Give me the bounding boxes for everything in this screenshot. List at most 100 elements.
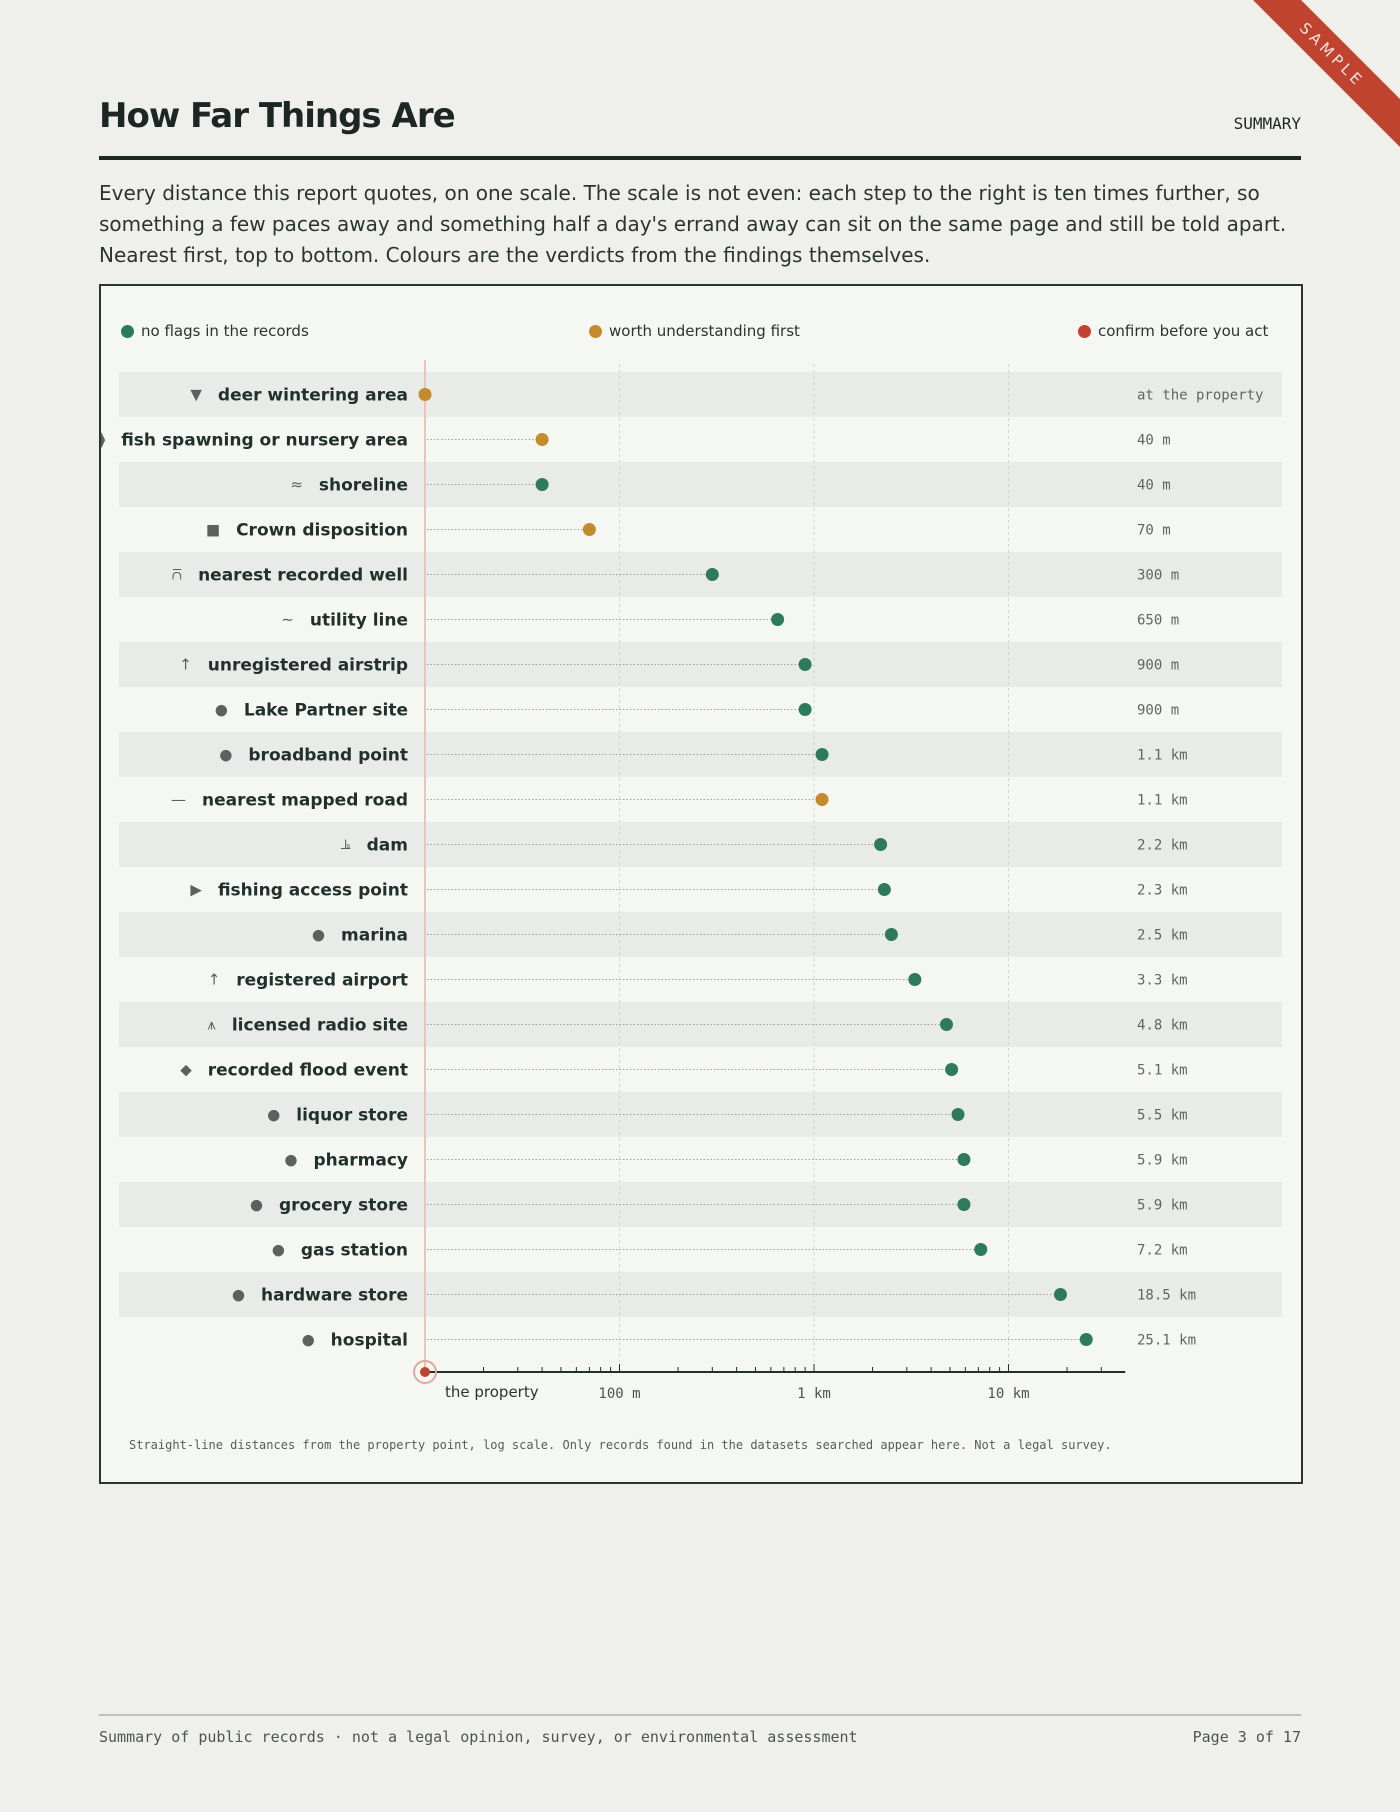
distance-point (957, 1153, 971, 1166)
row-label: nearest mapped road (202, 791, 408, 811)
row-label: marina (341, 926, 408, 946)
distance-label: at the property (1137, 388, 1263, 404)
x-tick-label: 10 km (987, 1386, 1029, 1402)
dam-icon: ⫡ (341, 836, 351, 854)
distance-label: 900 m (1137, 658, 1179, 674)
row-label: pharmacy (314, 1151, 408, 1171)
square-icon: ■ (206, 521, 220, 539)
legend-dot-green (121, 324, 134, 338)
page-number: Page 3 of 17 (1192, 1728, 1301, 1746)
distance-label: 7.2 km (1137, 1243, 1188, 1259)
distance-label: 25.1 km (1137, 1333, 1196, 1349)
distance-point (771, 613, 785, 626)
dot-icon: ● (267, 1106, 280, 1124)
row-label: fishing access point (218, 881, 408, 901)
intro-paragraph: Every distance this report quotes, on on… (99, 181, 1287, 267)
distance-point (951, 1108, 965, 1121)
distance-label: 5.9 km (1137, 1153, 1188, 1169)
distance-point (974, 1243, 988, 1256)
distance-point (418, 388, 432, 401)
distance-point (535, 478, 549, 491)
triangle-right-icon: ▶ (190, 881, 202, 899)
well-icon: ⩃ (172, 566, 183, 584)
distance-point (957, 1198, 971, 1211)
x-tick-label: 1 km (797, 1386, 831, 1402)
row-label: Crown disposition (236, 521, 408, 541)
distance-label: 1.1 km (1137, 748, 1188, 764)
distance-point (874, 838, 888, 851)
row-label: hospital (331, 1331, 408, 1351)
utility-line-icon: ∼ (281, 611, 294, 629)
water-icon: ≈ (290, 476, 303, 494)
row-label: shoreline (319, 476, 408, 496)
row-label: broadband point (248, 746, 408, 766)
row-label: recorded flood event (208, 1061, 408, 1081)
distance-point (877, 883, 891, 896)
distance-point (1053, 1288, 1067, 1301)
row-label: hardware store (261, 1286, 408, 1306)
legend-label: no flags in the records (141, 322, 309, 340)
distance-label: 40 m (1137, 478, 1171, 494)
page-header: How Far Things Are SUMMARY (99, 92, 1301, 160)
row-label: licensed radio site (232, 1016, 408, 1036)
distance-label: 2.5 km (1137, 928, 1188, 944)
distance-chart-panel: no flags in the records worth understand… (99, 284, 1303, 1484)
row-label: fish spawning or nursery area (121, 431, 408, 451)
row-band (119, 372, 1282, 417)
distance-point (945, 1063, 959, 1076)
row-label: utility line (310, 611, 408, 631)
row-band (119, 462, 1282, 507)
distance-point (535, 433, 549, 446)
legend-item-confirm: confirm before you act (1078, 322, 1268, 340)
origin-point (420, 1367, 430, 1377)
footer-rule (99, 1714, 1301, 1716)
distance-label: 650 m (1137, 613, 1179, 629)
section-label: SUMMARY (1233, 114, 1301, 133)
legend-item-no-flags: no flags in the records (121, 322, 309, 340)
x-tick-label: 100 m (598, 1386, 640, 1402)
row-label: dam (367, 836, 408, 856)
airstrip-icon: ↑ (179, 656, 192, 674)
row-label: liquor store (296, 1106, 408, 1126)
dot-icon: ● (215, 701, 228, 719)
distance-point (582, 523, 596, 536)
fish-icon: ⧫ (101, 431, 106, 449)
distance-point (815, 748, 829, 761)
distance-label: 70 m (1137, 523, 1171, 539)
distance-point (798, 658, 812, 671)
airport-icon: ↑ (208, 971, 221, 989)
distance-chart: deer wintering area ▼ at the property fish … (101, 360, 1282, 1402)
distance-label: 5.9 km (1137, 1198, 1188, 1214)
distance-label: 2.3 km (1137, 883, 1188, 899)
legend-item-worth-understanding: worth understanding first (589, 322, 800, 340)
chart-footnote: Straight-line distances from the propert… (129, 1438, 1112, 1452)
distance-point (798, 703, 812, 716)
distance-label: 5.1 km (1137, 1063, 1188, 1079)
legend-label: confirm before you act (1098, 322, 1269, 340)
row-label: unregistered airstrip (208, 656, 408, 676)
triangle-down-icon: ▼ (190, 386, 202, 404)
dot-icon: ● (312, 926, 325, 944)
dot-icon: ● (219, 746, 232, 764)
legend-label: worth understanding first (609, 322, 800, 340)
row-label: Lake Partner site (244, 701, 408, 721)
page-title: How Far Things Are (99, 96, 456, 136)
distance-point (940, 1018, 954, 1031)
distance-label: 18.5 km (1137, 1288, 1196, 1304)
distance-label: 900 m (1137, 703, 1179, 719)
distance-label: 4.8 km (1137, 1018, 1188, 1034)
distance-point (908, 973, 922, 986)
dot-icon: ● (302, 1331, 315, 1349)
row-label: nearest recorded well (198, 566, 408, 586)
distance-label: 300 m (1137, 568, 1179, 584)
row-label: gas station (301, 1241, 408, 1261)
distance-label: 3.3 km (1137, 973, 1188, 989)
radio-tower-icon: ⩚ (207, 1016, 216, 1034)
legend-dot-red (1078, 324, 1091, 338)
dot-icon: ● (232, 1286, 245, 1304)
row-label: deer wintering area (218, 386, 408, 406)
diamond-icon: ◆ (180, 1061, 192, 1079)
origin-ring (413, 1360, 437, 1384)
dot-icon: ● (284, 1151, 297, 1169)
distance-point (815, 793, 829, 806)
